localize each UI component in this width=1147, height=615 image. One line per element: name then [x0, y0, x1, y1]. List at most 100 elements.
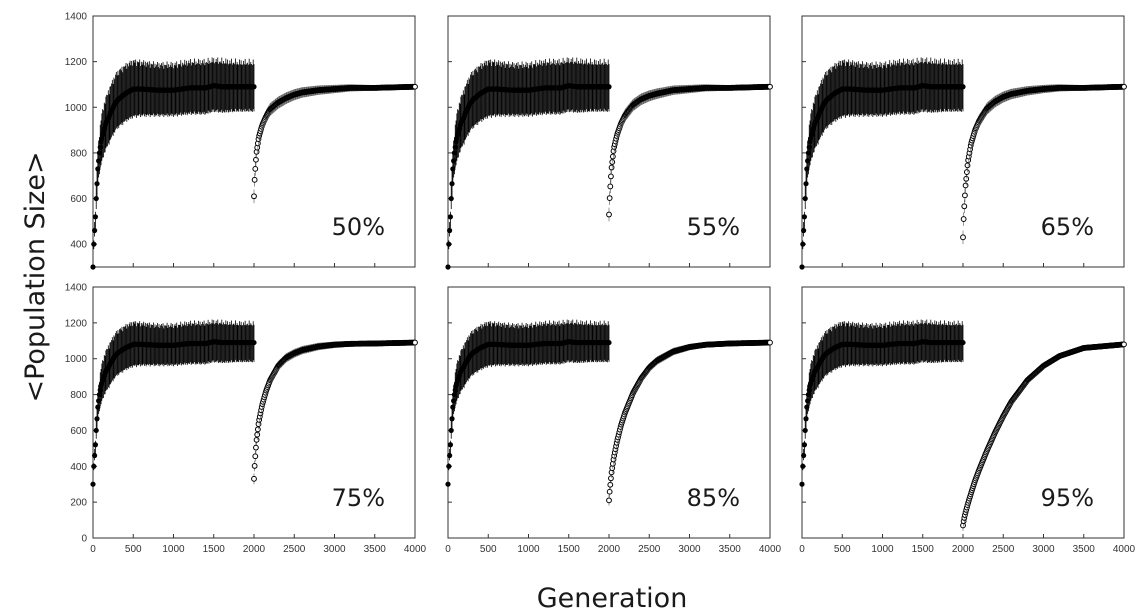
x-tick-label: 2000 [598, 544, 621, 555]
data-point [94, 181, 100, 187]
data-point [451, 150, 458, 156]
x-tick-label: 2500 [992, 544, 1015, 555]
data-point [799, 264, 805, 270]
y-tick-label: 1400 [65, 283, 88, 294]
data-point [963, 175, 970, 182]
x-tick-label: 2500 [638, 544, 661, 555]
data-point [960, 216, 967, 222]
data-point [450, 404, 456, 410]
data-point [93, 195, 99, 202]
data-point [96, 158, 102, 164]
data-point [802, 427, 808, 434]
data-point [451, 158, 457, 164]
data-point [251, 463, 258, 469]
y-tick-label: 600 [70, 426, 87, 437]
data-point [608, 164, 615, 171]
data-point [92, 442, 99, 448]
data-point [803, 181, 809, 187]
recovery-series [606, 83, 773, 222]
data-point [609, 153, 616, 160]
data-point [801, 442, 808, 448]
phase1-series [90, 339, 257, 487]
data-point [805, 391, 812, 398]
x-tick-label: 3500 [1073, 544, 1096, 555]
x-tick-label: 3000 [323, 544, 346, 555]
panel-label: 65% [1041, 213, 1094, 241]
x-tick-label: 1500 [558, 544, 581, 555]
x-tick-label: 3500 [364, 544, 387, 555]
data-point [962, 182, 969, 189]
data-point [92, 452, 98, 459]
recovery-series [960, 83, 1127, 245]
data-point [445, 481, 451, 487]
data-point [606, 195, 613, 201]
data-point [97, 387, 103, 393]
data-point [961, 203, 968, 210]
data-point [964, 162, 971, 169]
panel-label: 55% [687, 213, 740, 241]
data-point [960, 84, 966, 90]
data-point [608, 475, 614, 482]
data-point [805, 398, 811, 404]
data-point [445, 264, 451, 270]
data-point [804, 166, 810, 172]
data-point [446, 463, 452, 469]
data-point [960, 234, 966, 241]
panel-frame [447, 15, 771, 268]
data-point [963, 169, 970, 175]
phase1-series [799, 339, 966, 487]
data-point [799, 481, 805, 487]
y-tick-label: 600 [70, 194, 87, 205]
data-point [447, 442, 454, 448]
data-point [251, 193, 257, 200]
data-point [450, 166, 456, 172]
data-point [801, 227, 807, 234]
panel-frame [92, 15, 416, 268]
x-tick-label: 2000 [952, 544, 975, 555]
panel-label: 75% [332, 484, 385, 512]
y-tick-label: 800 [70, 390, 87, 401]
data-point [606, 84, 612, 90]
data-point [254, 431, 261, 438]
x-tick-label: 0 [799, 544, 805, 555]
data-point [97, 144, 103, 150]
data-point [805, 158, 811, 164]
x-tick-label: 2500 [283, 544, 306, 555]
y-tick-label: 0 [81, 534, 87, 545]
panel-3: 65% [799, 15, 1127, 270]
x-tick-label: 4000 [1113, 544, 1136, 555]
x-tick-label: 1500 [912, 544, 935, 555]
data-point [452, 144, 458, 150]
data-point [96, 398, 102, 404]
data-point [93, 427, 99, 434]
data-point [801, 452, 807, 459]
data-point [94, 416, 100, 422]
data-point [96, 391, 103, 398]
panel-label: 85% [687, 484, 740, 512]
data-point [252, 165, 259, 172]
panel-5: 0 500 1000 1500 2000 2500 3000 3500 4000 85% [445, 286, 782, 555]
data-point [447, 227, 453, 234]
data-point [251, 84, 257, 90]
phase1-series [90, 82, 257, 270]
data-point [448, 195, 454, 202]
phase1-series [445, 339, 612, 487]
phase1-series [799, 82, 966, 270]
data-point [449, 416, 455, 422]
data-point [91, 463, 97, 469]
x-tick-label: 1500 [203, 544, 226, 555]
data-point [606, 339, 612, 346]
x-tick-label: 1000 [162, 544, 185, 555]
data-point [802, 195, 808, 202]
x-tick-label: 2000 [243, 544, 266, 555]
y-tick-label: 1000 [65, 103, 88, 114]
data-point [767, 83, 773, 90]
y-tick-label: 200 [70, 498, 87, 509]
data-point [254, 426, 261, 433]
data-point [92, 227, 98, 234]
data-point [606, 497, 612, 504]
data-point [446, 241, 452, 247]
data-point [448, 427, 454, 434]
data-point [412, 83, 418, 90]
data-point [806, 144, 812, 150]
